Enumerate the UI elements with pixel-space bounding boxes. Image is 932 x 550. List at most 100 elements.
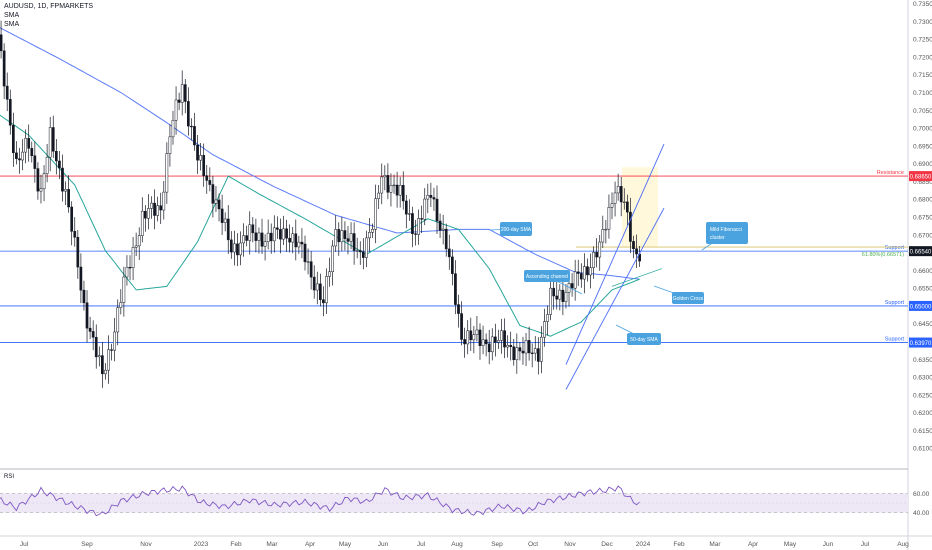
- candle-body: [622, 201, 626, 203]
- candle-body: [150, 202, 153, 209]
- annotation-label: 50-day SMA: [630, 337, 658, 343]
- candle-body: [392, 184, 396, 187]
- candle-body: [51, 127, 55, 152]
- candle-body: [460, 313, 463, 340]
- candle-body: [340, 230, 344, 243]
- candle-body: [260, 232, 264, 247]
- candle-body: [493, 336, 497, 343]
- rsi-band: [0, 493, 908, 513]
- candle-body: [140, 210, 144, 236]
- candle-body: [48, 127, 52, 158]
- candle-body: [487, 343, 491, 353]
- candle-body: [573, 271, 577, 289]
- price-tag-label: 0.68650: [910, 175, 932, 181]
- candle-body: [466, 330, 470, 345]
- candle-body: [423, 198, 427, 220]
- x-tick-label: Nov: [140, 541, 152, 548]
- candle-body: [144, 210, 147, 219]
- price-tag-box: [909, 171, 932, 182]
- sma-line: [0, 114, 640, 337]
- candle-body: [586, 266, 589, 276]
- candle-body: [540, 336, 543, 362]
- channel-mid-line: [611, 268, 663, 287]
- candle-body: [8, 99, 12, 126]
- candle-body: [386, 175, 390, 193]
- candle-body: [233, 243, 236, 253]
- candle-body: [595, 252, 598, 258]
- candle-body: [242, 235, 245, 244]
- candle-body: [208, 180, 212, 185]
- candle-body: [177, 99, 181, 103]
- candle-body: [371, 229, 374, 233]
- candle-body: [217, 199, 221, 210]
- candle-body: [116, 307, 120, 333]
- candle-body: [438, 220, 442, 231]
- candle-body: [73, 231, 77, 238]
- candle-body: [122, 276, 126, 303]
- candle-body: [429, 194, 433, 198]
- candle-body: [297, 241, 301, 248]
- candle-body: [18, 158, 21, 161]
- candle-body: [168, 136, 172, 154]
- candle-body: [248, 224, 252, 241]
- sma-line: [0, 27, 640, 280]
- candle-body: [147, 208, 150, 219]
- candle-body: [239, 242, 242, 256]
- candle-body: [420, 218, 424, 220]
- candle-body: [220, 208, 224, 223]
- candle-body: [536, 348, 540, 362]
- annotation-label: cluster: [710, 235, 725, 241]
- candle-body: [272, 227, 276, 242]
- candle-body: [70, 206, 74, 232]
- candle-body: [521, 350, 525, 354]
- candle-body: [67, 189, 70, 208]
- annotation-box: [627, 333, 661, 345]
- candle-body: [328, 271, 331, 277]
- candle-body: [183, 84, 187, 102]
- rsi-tick-label: 40.00: [913, 510, 930, 517]
- candle-body: [561, 289, 565, 302]
- candle-body: [435, 198, 439, 222]
- candle-body: [512, 346, 516, 361]
- candle-body: [82, 289, 86, 304]
- candle-body: [245, 235, 249, 241]
- x-tick-label: 2024: [636, 541, 651, 548]
- candle-body: [374, 198, 377, 230]
- candle-body: [171, 120, 175, 138]
- candle-body: [515, 347, 519, 361]
- price-tag-label: 0.66540: [910, 250, 932, 256]
- candle-body: [398, 185, 402, 196]
- candle-body: [193, 126, 196, 146]
- candle-body: [564, 292, 568, 302]
- x-tick-label: Sep: [81, 541, 93, 548]
- candle-body: [346, 238, 350, 242]
- candle-body: [2, 50, 6, 87]
- candle-body: [211, 184, 215, 204]
- candle-body: [229, 239, 233, 253]
- candle-body: [527, 340, 531, 354]
- candle-body: [0, 34, 3, 52]
- x-tick-label: Feb: [230, 541, 242, 548]
- candle-body: [389, 185, 393, 193]
- candle-body: [463, 339, 466, 345]
- candle-body: [190, 125, 193, 128]
- candle-body: [589, 267, 592, 276]
- indicator-sma-label: SMA: [4, 12, 20, 19]
- candle-body: [454, 273, 457, 305]
- candle-body: [334, 229, 338, 247]
- x-tick-label: Aug: [451, 541, 463, 548]
- rsi-label: RSI: [4, 474, 14, 480]
- x-tick-label: Mar: [266, 541, 278, 548]
- candle-body: [61, 167, 64, 192]
- candle-body: [202, 155, 206, 176]
- candle-body: [358, 250, 362, 253]
- candle-body: [159, 205, 163, 211]
- price-tag-box: [909, 246, 932, 257]
- candle-body: [444, 228, 448, 250]
- candle-body: [530, 352, 534, 354]
